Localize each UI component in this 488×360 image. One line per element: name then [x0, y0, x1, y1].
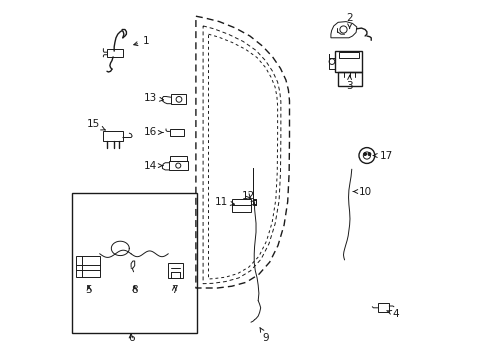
Text: 14: 14 [144, 161, 163, 171]
Text: 2: 2 [346, 13, 352, 28]
Circle shape [367, 153, 370, 156]
Text: 5: 5 [85, 285, 92, 295]
Text: 16: 16 [144, 127, 163, 138]
Text: 12: 12 [242, 191, 255, 201]
Text: 3: 3 [346, 76, 352, 91]
Text: 1: 1 [134, 36, 149, 46]
Text: 11: 11 [215, 197, 234, 207]
Text: 6: 6 [127, 333, 134, 343]
Bar [72, 193, 196, 333]
Text: 9: 9 [259, 328, 269, 343]
Text: 7: 7 [171, 285, 177, 295]
Text: 13: 13 [144, 93, 163, 103]
Text: 15: 15 [86, 119, 105, 130]
Text: 10: 10 [353, 186, 371, 197]
Text: 8: 8 [131, 285, 138, 295]
Circle shape [363, 153, 366, 156]
Text: 4: 4 [386, 309, 398, 319]
Text: 17: 17 [372, 150, 392, 161]
